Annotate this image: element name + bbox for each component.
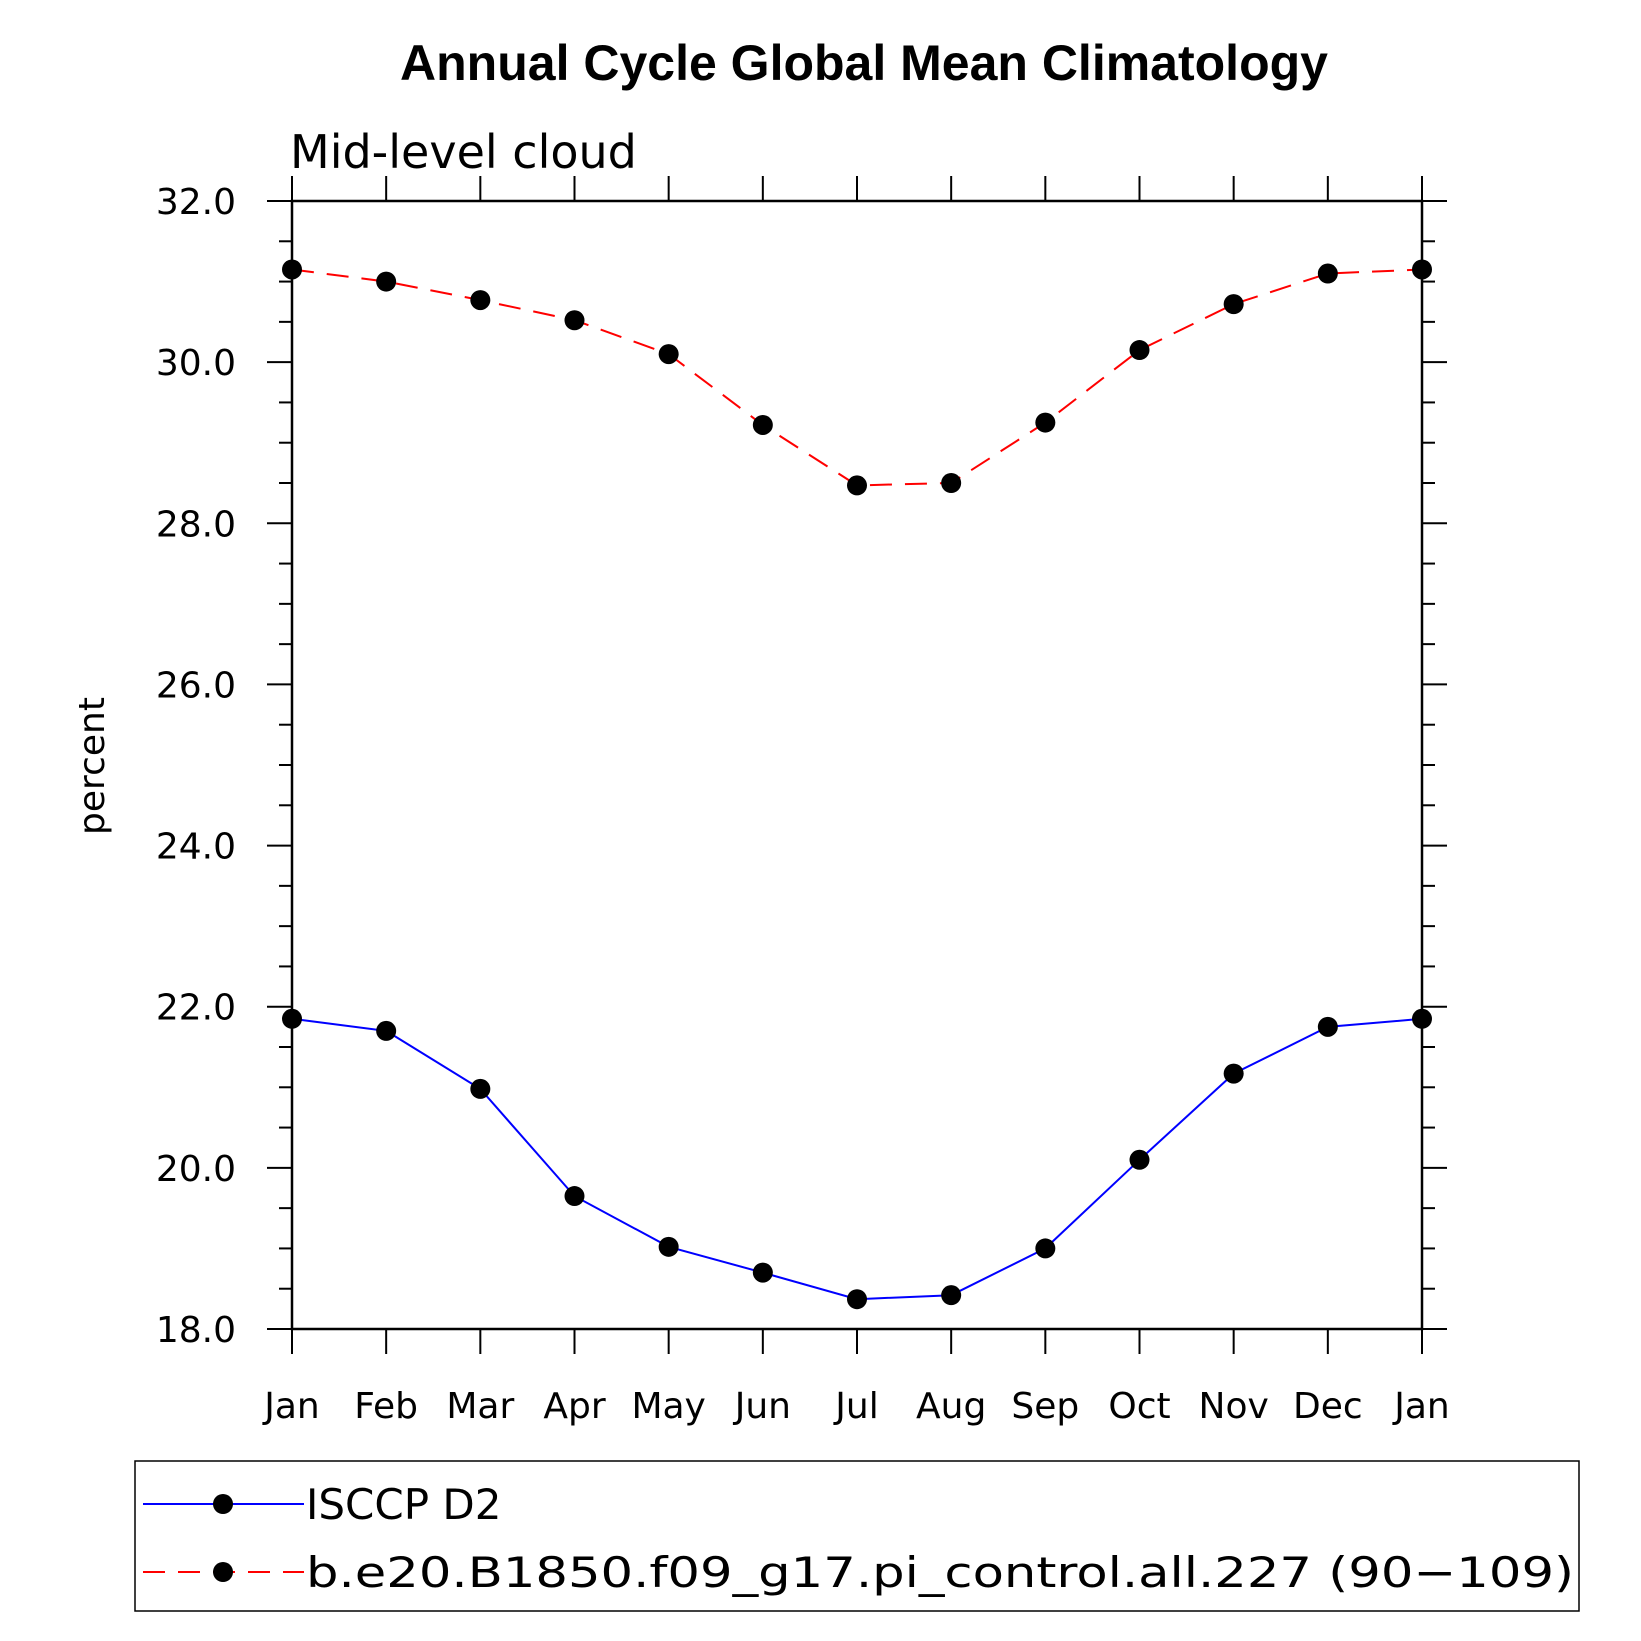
legend-marker-1 — [213, 1562, 233, 1582]
data-point-0 — [941, 1285, 962, 1306]
data-point-1 — [1129, 340, 1150, 361]
x-tick-label: Apr — [543, 1386, 605, 1427]
y-tick-label: 30.0 — [156, 343, 236, 384]
data-point-0 — [752, 1262, 773, 1283]
data-point-0 — [1129, 1149, 1150, 1170]
legend: ISCCP D2 b.e20.B1850.f09_g17.pi_control.… — [134, 1460, 1580, 1612]
x-tick-label: Oct — [1108, 1386, 1170, 1427]
y-axis-label: percent — [72, 697, 113, 835]
data-point-1 — [658, 344, 679, 365]
legend-label-isccp: ISCCP D2 — [306, 1480, 501, 1529]
series-line-1 — [291, 268, 1423, 487]
y-tick-label: 24.0 — [156, 827, 236, 868]
x-tick-label: Jan — [262, 1386, 320, 1427]
data-point-1 — [564, 310, 585, 331]
y-tick-label: 18.0 — [156, 1310, 236, 1351]
y-tick-label: 26.0 — [156, 665, 236, 706]
legend-label-model: b.e20.B1850.f09_g17.pi_control.all.227 (… — [306, 1548, 1574, 1597]
legend-marker-0 — [213, 1494, 233, 1514]
chart-title: Annual Cycle Global Mean Climatology — [400, 35, 1328, 91]
x-tick-label: Sep — [1011, 1386, 1079, 1427]
x-tick-label: Aug — [916, 1386, 986, 1427]
series-line-0 — [291, 1017, 1423, 1301]
x-tick-label: Jan — [1392, 1386, 1450, 1427]
data-point-0 — [282, 1008, 302, 1029]
x-tick-label: Dec — [1293, 1386, 1363, 1427]
x-tick-label: May — [631, 1386, 705, 1427]
x-tick-label: Feb — [354, 1386, 418, 1427]
y-tick-label: 32.0 — [156, 182, 236, 223]
x-tick-label: Jun — [733, 1386, 791, 1427]
data-point-1 — [1317, 263, 1338, 284]
series-layer — [282, 259, 1432, 1310]
x-tick-label: Mar — [446, 1386, 514, 1427]
y-tick-label: 28.0 — [156, 504, 236, 545]
data-point-1 — [847, 475, 867, 496]
data-point-0 — [1317, 1016, 1338, 1037]
x-tick-label: Jul — [833, 1386, 878, 1427]
data-point-1 — [1223, 294, 1244, 315]
data-point-0 — [1412, 1008, 1432, 1029]
x-tick-label: Nov — [1199, 1386, 1269, 1427]
plot-frame — [290, 199, 1424, 1331]
y-tick-label: 22.0 — [156, 988, 236, 1029]
legend-box — [134, 1460, 1580, 1612]
data-point-1 — [1035, 412, 1056, 433]
data-point-1 — [941, 473, 962, 493]
x-axis: Jan Feb Mar Apr May Jun Jul Aug Sep Oct Nov Dec Jan — [262, 176, 1450, 1427]
data-point-0 — [470, 1078, 491, 1099]
data-point-1 — [752, 414, 773, 435]
data-point-0 — [847, 1289, 867, 1310]
data-point-0 — [376, 1020, 397, 1041]
data-point-0 — [1223, 1063, 1244, 1084]
data-point-1 — [470, 290, 491, 311]
y-axis: 18.0 20.0 22.0 24.0 26.0 28.0 30.0 32.0 — [156, 182, 1447, 1351]
chart-subtitle: Mid-level cloud — [290, 125, 637, 179]
y-tick-label: 20.0 — [156, 1149, 236, 1190]
data-point-0 — [658, 1236, 679, 1257]
data-point-0 — [564, 1186, 585, 1207]
data-point-1 — [282, 259, 302, 280]
data-point-0 — [1035, 1238, 1056, 1259]
data-point-1 — [1412, 259, 1432, 280]
data-point-1 — [376, 271, 397, 292]
